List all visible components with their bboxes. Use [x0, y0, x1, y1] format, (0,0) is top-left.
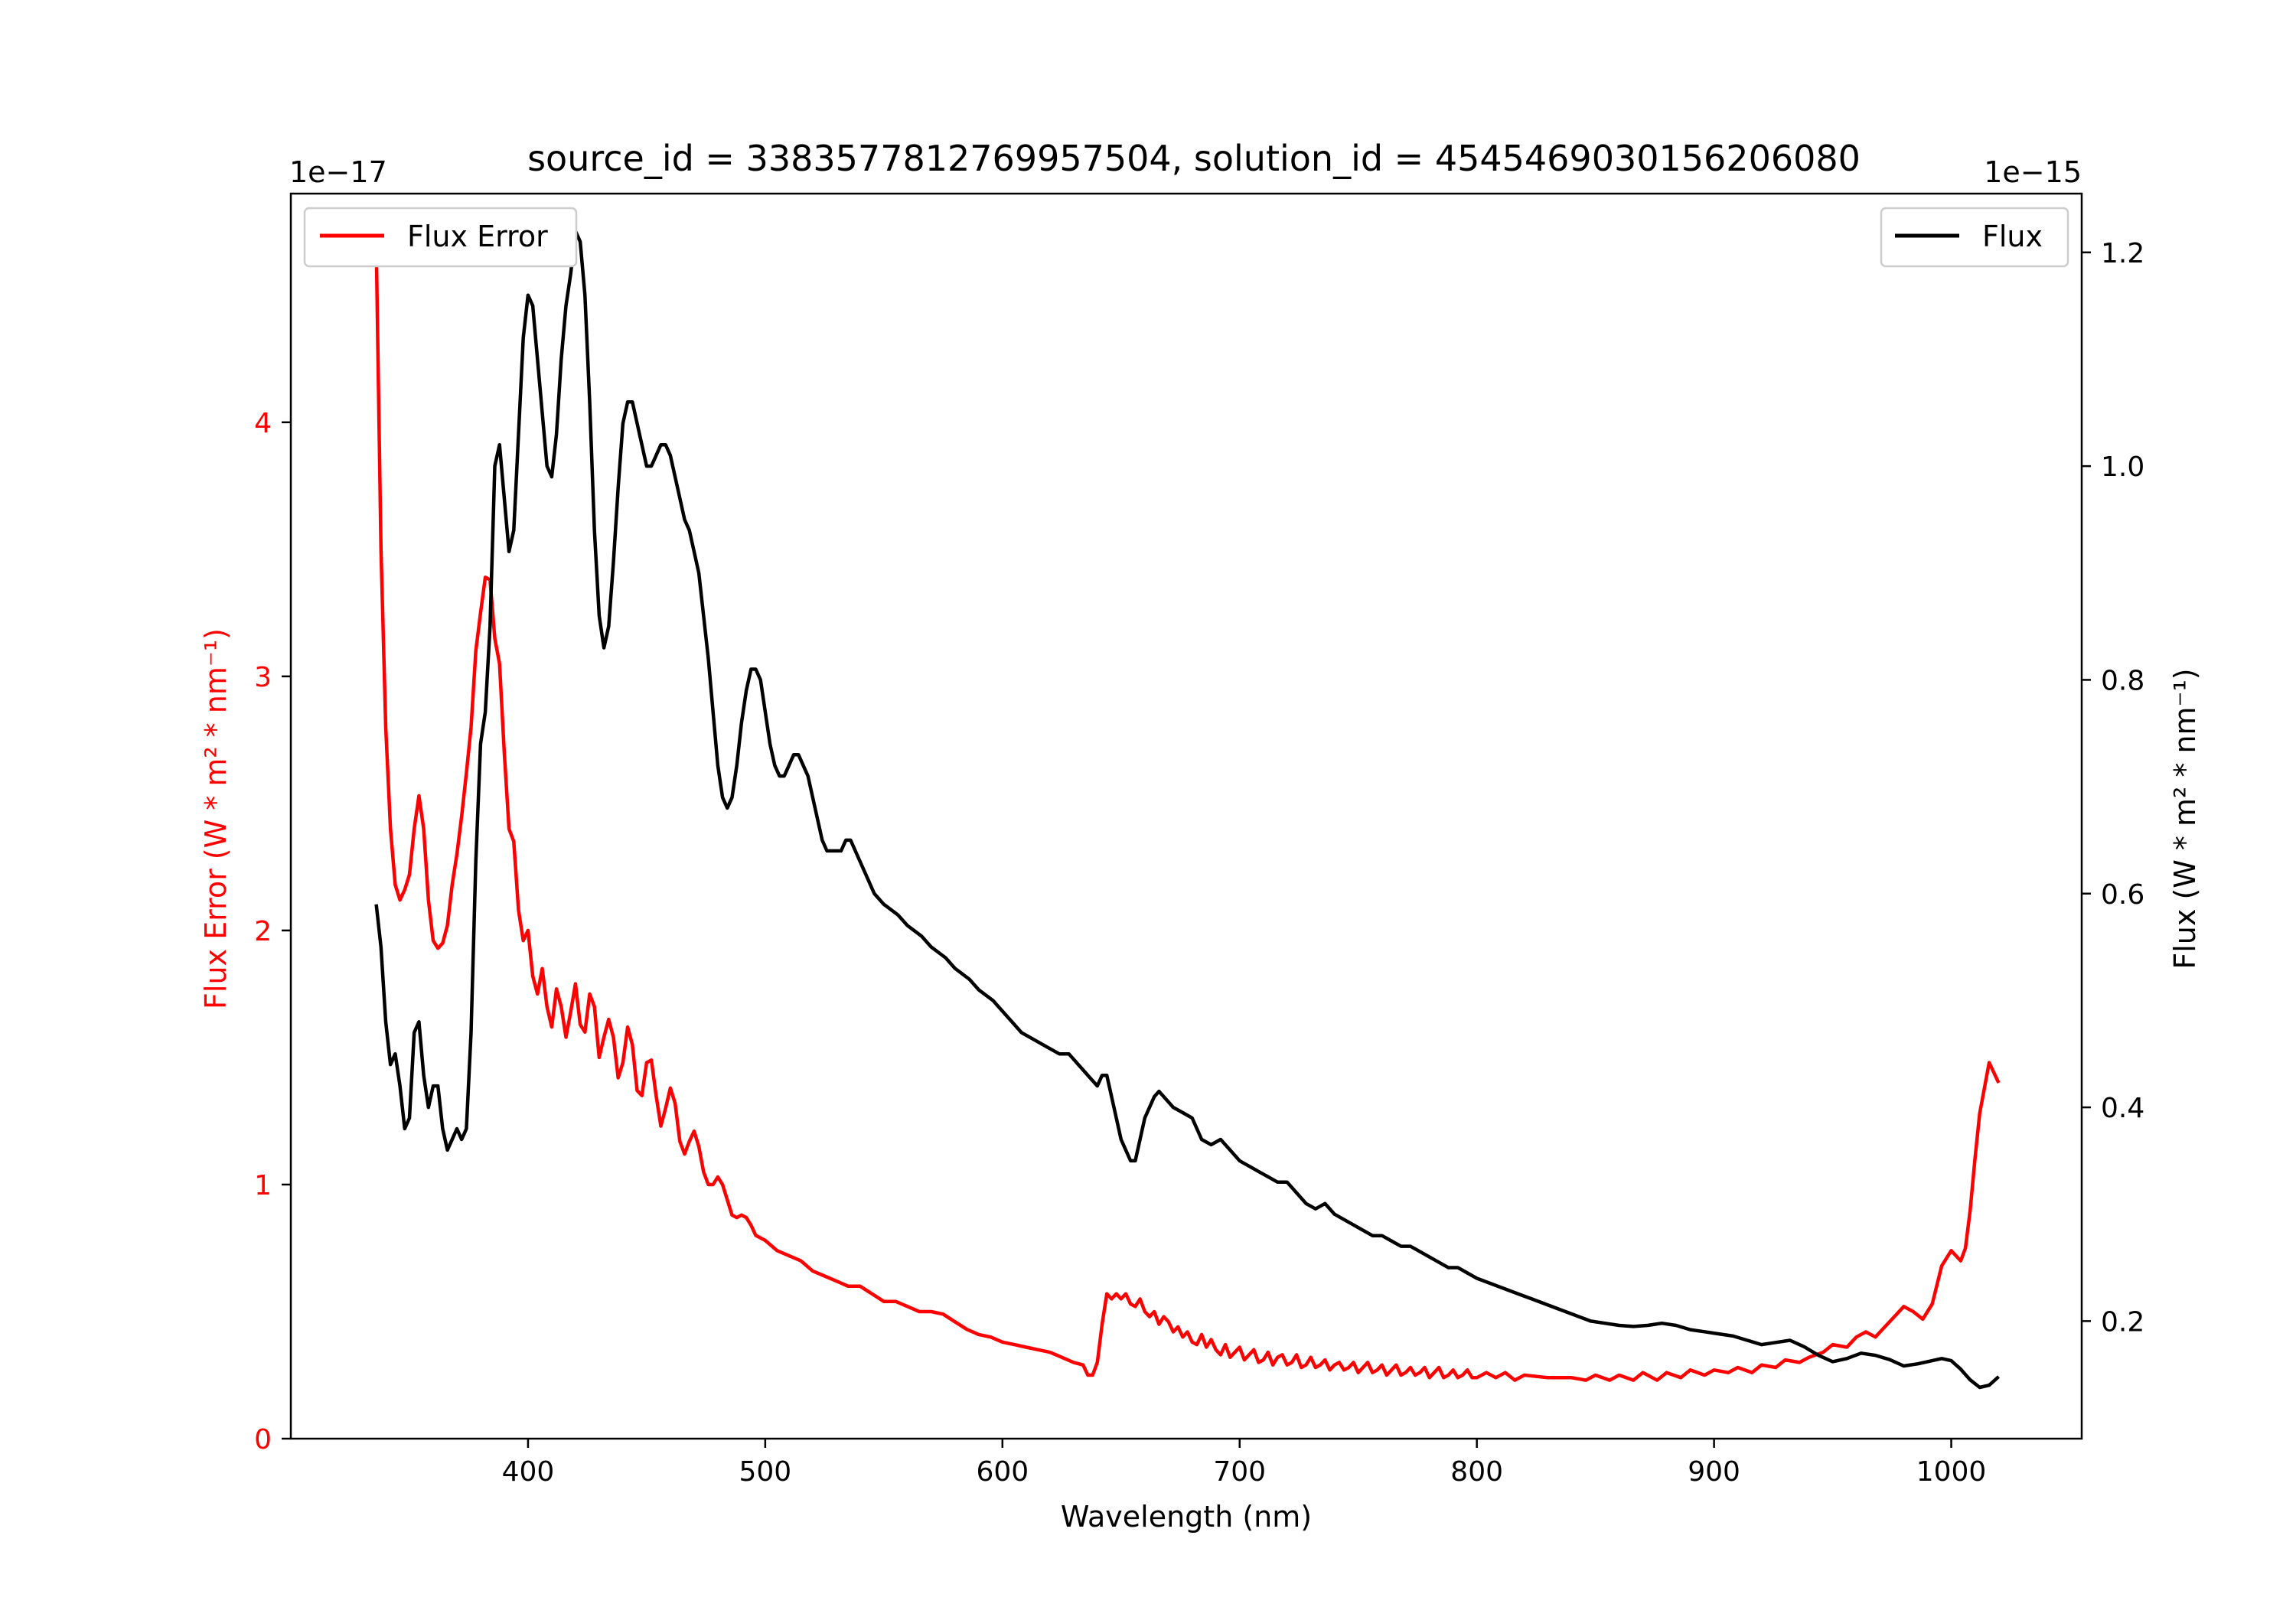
- x-tick-label: 900: [1688, 1456, 1740, 1488]
- left-tick-label: 4: [254, 408, 272, 439]
- x-axis-label: Wavelength (nm): [1061, 1500, 1312, 1534]
- plot-frame: [289, 192, 2083, 1440]
- x-tick-label: 700: [1213, 1456, 1266, 1488]
- left-tick-label: 0: [254, 1424, 272, 1455]
- left-axis-offset-label: 1e−17: [289, 155, 387, 189]
- right-tick-label: 1.2: [2101, 238, 2144, 269]
- series-line-flux: [374, 229, 2001, 1390]
- left-tick-label: 1: [254, 1170, 272, 1201]
- left-axis-label: Flux Error (W * m² * nm⁻¹): [199, 628, 233, 1009]
- left-tick-label: 2: [254, 916, 272, 947]
- legend-label-flux: Flux: [1982, 220, 2043, 253]
- legend-flux-error: Flux Error: [303, 207, 578, 268]
- plot-series: [374, 229, 2001, 1390]
- right-axis-label: Flux (W * m² * nm⁻¹): [2168, 668, 2202, 969]
- left-axis-ticks: 0 1 2 3 4: [254, 408, 291, 1455]
- series-line-flux-error: [374, 244, 2001, 1382]
- legend-frame-flux: [1880, 207, 2069, 268]
- x-tick-label: 400: [502, 1456, 555, 1488]
- right-tick-label: 1.0: [2101, 451, 2144, 483]
- left-tick-label: 3: [254, 662, 272, 693]
- legend-label-flux-error: Flux Error: [407, 220, 548, 253]
- right-tick-label: 0.8: [2101, 665, 2144, 696]
- x-axis-ticks: 400 500 600 700 800 900 1000: [502, 1439, 1987, 1488]
- right-tick-label: 0.4: [2101, 1093, 2144, 1124]
- right-tick-label: 0.6: [2101, 879, 2144, 911]
- x-tick-label: 500: [739, 1456, 792, 1488]
- x-tick-label: 800: [1450, 1456, 1503, 1488]
- x-tick-label: 600: [976, 1456, 1029, 1488]
- right-tick-label: 0.2: [2101, 1306, 2144, 1338]
- legend-flux: Flux: [1880, 207, 2069, 268]
- legend-frame-flux-error: [303, 207, 578, 268]
- x-tick-label: 1000: [1916, 1456, 1987, 1488]
- chart-title: source_id = 3383577812769957504, solutio…: [527, 138, 1861, 179]
- right-axis-offset-label: 1e−15: [1984, 155, 2082, 189]
- right-axis-ticks: 0.2 0.4 0.6 0.8 1.0 1.2: [2082, 238, 2144, 1338]
